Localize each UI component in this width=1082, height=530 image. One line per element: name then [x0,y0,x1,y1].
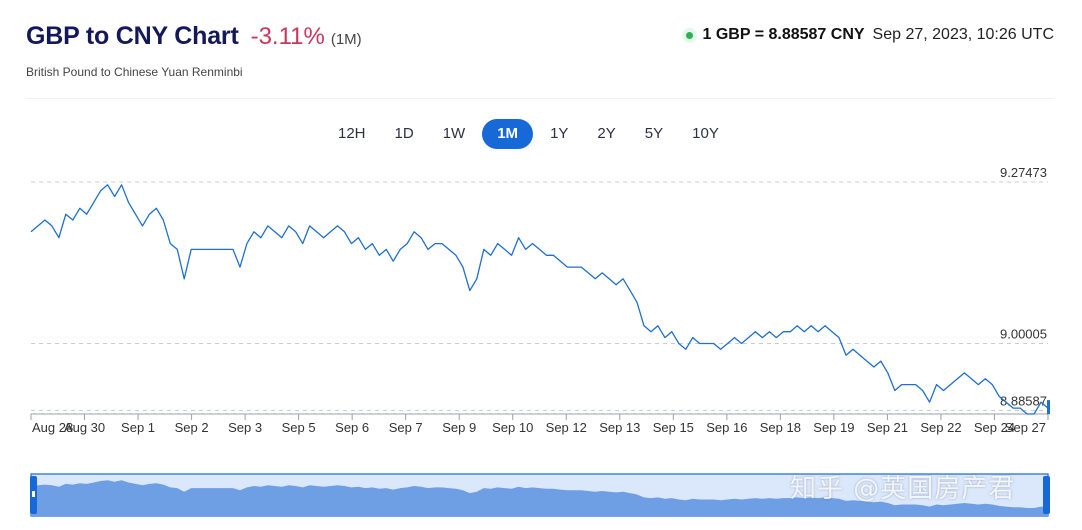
range-tabs: 12H 1D 1W 1M 1Y 2Y 5Y 10Y [326,119,736,149]
tab-1m[interactable]: 1M [482,119,534,149]
tab-1d[interactable]: 1D [394,125,414,142]
x-tick-label: Aug 28 [32,420,73,435]
currency-pair-subtitle: British Pound to Chinese Yuan Renminbi [26,65,243,79]
x-tick-label: Sep 16 [706,420,747,435]
chart-header: GBP to CNY Chart -3.11% (1M) British Pou… [26,18,1054,88]
tab-5y[interactable]: 5Y [644,125,664,142]
x-tick-label: Sep 24 [974,420,1015,435]
x-tick-label: Sep 6 [335,420,369,435]
x-tick-label: Sep 22 [920,420,961,435]
y-tick-label: 9.00005 [1000,326,1047,341]
live-status-icon [681,27,697,43]
navigator-right-handle [1043,476,1050,514]
y-tick-label: 9.27473 [1000,165,1047,180]
live-rate: 1 GBP = 8.88587 CNY Sep 27, 2023, 10:26 … [681,26,1054,44]
x-tick-label: Sep 13 [599,420,640,435]
title-row: GBP to CNY Chart -3.11% (1M) [26,22,362,51]
percent-change: -3.11% [250,23,325,50]
tab-2y[interactable]: 2Y [597,125,616,142]
y-tick-label: 8.88587 [1000,394,1047,409]
x-tick-label: Aug 30 [64,420,105,435]
series-line [30,184,1049,415]
header-divider [26,98,1054,99]
x-tick-label: Sep 27 [1005,420,1046,435]
tab-12h[interactable]: 12H [338,125,366,142]
x-tick-label: Sep 12 [546,420,587,435]
x-tick-label: Sep 10 [492,420,533,435]
tab-10y[interactable]: 10Y [692,125,719,142]
watermark: 知乎 @英国房产君 [790,474,1016,504]
x-tick-label: Sep 2 [175,420,209,435]
navigator-area [31,480,1048,516]
tab-1y[interactable]: 1Y [550,125,569,142]
x-tick-label: Sep 1 [121,420,155,435]
x-tick-label: Sep 3 [228,420,262,435]
x-tick-label: Sep 18 [760,420,801,435]
x-tick-label: Sep 7 [389,420,423,435]
page-title: GBP to CNY Chart [26,22,239,50]
x-tick-label: Sep 9 [442,420,476,435]
x-tick-label: Sep 5 [282,420,316,435]
exchange-rate: 1 GBP = 8.88587 CNY [702,26,865,43]
tab-1w[interactable]: 1W [442,125,466,142]
current-value-marker [1047,400,1050,415]
x-tick-label: Sep 15 [653,420,694,435]
grip-icon [32,491,35,497]
rate-timestamp: Sep 27, 2023, 10:26 UTC [872,26,1054,43]
x-tick-label: Sep 19 [813,420,854,435]
x-tick-label: Sep 21 [867,420,908,435]
period-label: (1M) [330,31,362,48]
